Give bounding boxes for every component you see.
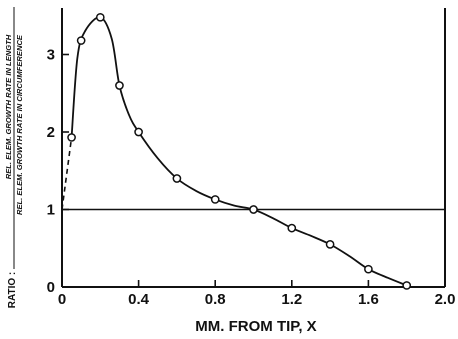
fitted-curve: [70, 16, 408, 287]
y-tick-label: 2: [47, 124, 55, 141]
axes: [61, 8, 446, 288]
dashed-extrapolation: [61, 137, 73, 210]
data-point: [67, 133, 76, 142]
y-label-prefix: RATIO :: [7, 272, 18, 308]
x-tick-label: 0: [58, 291, 66, 308]
data-point: [172, 174, 182, 183]
x-axis-title: MM. FROM TIP, X: [195, 318, 316, 335]
y-label-numerator: REL. ELEM. GROWTH RATE IN LENGTH: [4, 34, 13, 179]
y-label-denominator: REL. ELEM. GROWTH RATE IN CIRCUMFERENCE: [15, 34, 24, 215]
data-point: [115, 81, 124, 90]
y-tick-label: 1: [47, 202, 55, 219]
data-point: [249, 205, 258, 214]
x-tick-label: 0.4: [128, 291, 150, 308]
x-tick-label: 1.2: [281, 291, 302, 308]
data-point: [95, 12, 105, 22]
data-point: [210, 195, 220, 204]
ticks: 0 0.4 0.8 1.2 1.6 2.0 0 1 2 3: [47, 47, 456, 309]
x-tick-label: 0.8: [205, 291, 226, 308]
y-label-rotated: RATIO : REL. ELEM. GROWTH RATE IN LENGTH R…: [4, 7, 24, 308]
y-tick-label: 3: [47, 47, 55, 64]
x-tick-label: 2.0: [435, 291, 456, 308]
data-point: [325, 240, 335, 249]
curve-group: [61, 16, 408, 287]
data-point: [364, 264, 373, 274]
data-point: [134, 127, 143, 137]
data-point: [402, 281, 412, 290]
data-points: [67, 12, 412, 290]
y-tick-label: 0: [47, 279, 55, 296]
data-point: [76, 36, 86, 45]
x-tick-label: 1.6: [358, 291, 379, 308]
data-point: [287, 223, 297, 233]
y-axis-label: RATIO : REL. ELEM. GROWTH RATE IN LENGTH R…: [4, 7, 24, 308]
